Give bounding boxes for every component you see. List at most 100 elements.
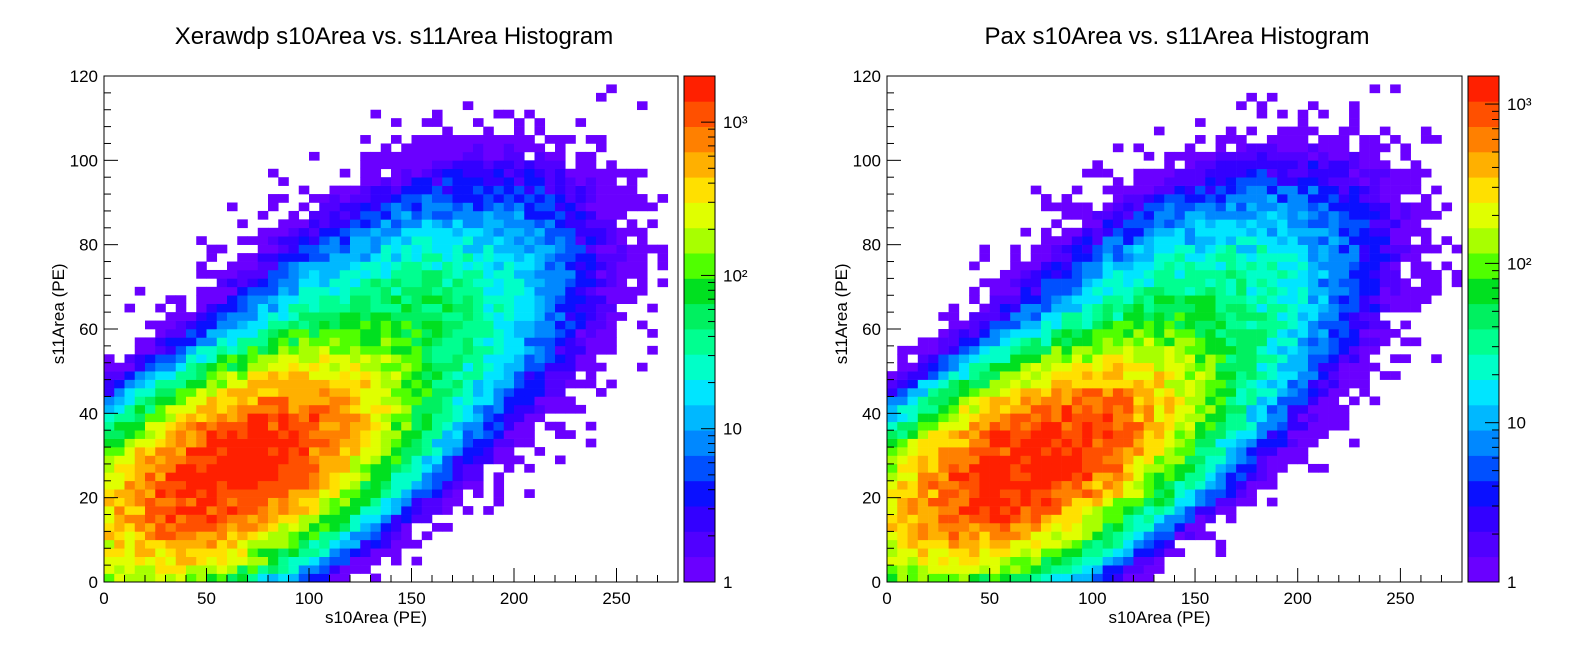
heatmap-cell — [1287, 413, 1299, 423]
heatmap-cell — [1112, 253, 1124, 262]
heatmap-cell — [979, 404, 990, 414]
heatmap-cell — [1236, 227, 1247, 237]
x-tick-label: 250 — [602, 589, 630, 608]
heatmap-cell — [1143, 413, 1155, 423]
heatmap-cell — [206, 539, 218, 549]
heatmap-cell — [585, 337, 597, 347]
heatmap-cell — [462, 362, 474, 372]
heatmap-cell — [999, 497, 1011, 507]
heatmap-cell — [114, 531, 125, 541]
heatmap-cell — [216, 548, 228, 557]
heatmap-cell — [1010, 497, 1021, 507]
heatmap-cell — [104, 514, 115, 524]
heatmap-cell — [1307, 101, 1319, 111]
heatmap-cell — [237, 480, 248, 490]
heatmap-cell — [979, 472, 990, 482]
heatmap-cell — [134, 497, 146, 507]
heatmap-cell — [1082, 168, 1093, 178]
heatmap-cell — [969, 539, 980, 549]
heatmap-cell — [565, 236, 576, 245]
heatmap-cell — [1318, 396, 1329, 406]
heatmap-cell — [237, 329, 248, 338]
heatmap-cell — [1061, 480, 1073, 490]
heatmap-cell — [989, 565, 1001, 574]
heatmap-cell — [237, 295, 248, 304]
heatmap-cell — [247, 396, 259, 406]
heatmap-cell — [278, 396, 289, 406]
heatmap-cell — [1102, 286, 1114, 296]
heatmap-cell — [186, 514, 197, 524]
heatmap-cell — [206, 354, 218, 364]
heatmap-cell — [1133, 168, 1144, 178]
heatmap-cell — [247, 455, 259, 465]
heatmap-cell — [432, 151, 443, 161]
heatmap-cell — [1205, 345, 1216, 355]
heatmap-cell — [1338, 388, 1350, 397]
heatmap-cell — [483, 185, 494, 195]
heatmap-cell — [104, 404, 115, 414]
heatmap-cell — [237, 269, 248, 279]
y-tick-label: 40 — [862, 404, 881, 423]
heatmap-cell — [1205, 438, 1216, 448]
heatmap-cell — [1266, 143, 1278, 153]
heatmap-cell — [186, 354, 197, 364]
heatmap-cell — [421, 531, 433, 541]
heatmap-cell — [1143, 522, 1155, 532]
heatmap-cell — [1133, 404, 1144, 414]
heatmap-cell — [1338, 379, 1350, 389]
heatmap-cell — [948, 455, 960, 465]
heatmap-cell — [503, 185, 515, 195]
heatmap-cell — [1266, 92, 1278, 102]
heatmap-cell — [268, 531, 279, 541]
heatmap-cell — [1369, 286, 1381, 296]
heatmap-cell — [989, 556, 1001, 566]
heatmap-cell — [442, 396, 453, 406]
heatmap-cell — [288, 497, 300, 507]
heatmap-cell — [452, 430, 464, 439]
heatmap-cell — [1092, 480, 1103, 490]
y-tick-label: 20 — [79, 489, 98, 508]
heatmap-cell — [1256, 269, 1268, 279]
heatmap-cell — [473, 244, 484, 254]
heatmap-cell — [145, 413, 156, 423]
heatmap-cell — [1246, 329, 1257, 338]
heatmap-cell — [1410, 337, 1422, 347]
heatmap-cell — [1041, 556, 1052, 566]
heatmap-cell — [1307, 202, 1319, 212]
heatmap-cell — [1349, 295, 1360, 304]
heatmap-cell — [1349, 329, 1360, 338]
heatmap-cell — [1184, 143, 1196, 153]
heatmap-cell — [585, 135, 597, 144]
heatmap-cell — [155, 455, 166, 465]
heatmap-cell — [350, 379, 361, 389]
heatmap-cell — [1010, 548, 1021, 557]
heatmap-cell — [339, 413, 351, 423]
heatmap-cell — [237, 236, 248, 245]
heatmap-cell — [514, 151, 525, 161]
heatmap-cell — [1328, 261, 1340, 271]
heatmap-cell — [544, 269, 556, 279]
heatmap-cell — [278, 438, 289, 448]
heatmap-cell — [1236, 185, 1247, 195]
heatmap-cell — [1082, 531, 1093, 541]
heatmap-cell — [1215, 472, 1227, 482]
heatmap-cell — [1174, 278, 1186, 288]
heatmap-cell — [227, 404, 238, 414]
heatmap-cell — [1236, 236, 1247, 245]
heatmap-cell — [186, 329, 197, 338]
heatmap-cell — [473, 143, 484, 153]
heatmap-cell — [452, 396, 464, 406]
heatmap-cell — [1123, 278, 1134, 288]
heatmap-cell — [907, 413, 919, 423]
heatmap-cell — [288, 447, 300, 456]
heatmap-cell — [1153, 489, 1165, 498]
heatmap-cell — [1246, 396, 1257, 406]
heatmap-cell — [350, 185, 361, 195]
heatmap-cell — [1225, 219, 1237, 229]
heatmap-cell — [370, 160, 382, 170]
heatmap-cell — [473, 261, 484, 271]
heatmap-cell — [1266, 472, 1278, 482]
heatmap-cell — [216, 531, 228, 541]
heatmap-cell — [114, 438, 125, 448]
